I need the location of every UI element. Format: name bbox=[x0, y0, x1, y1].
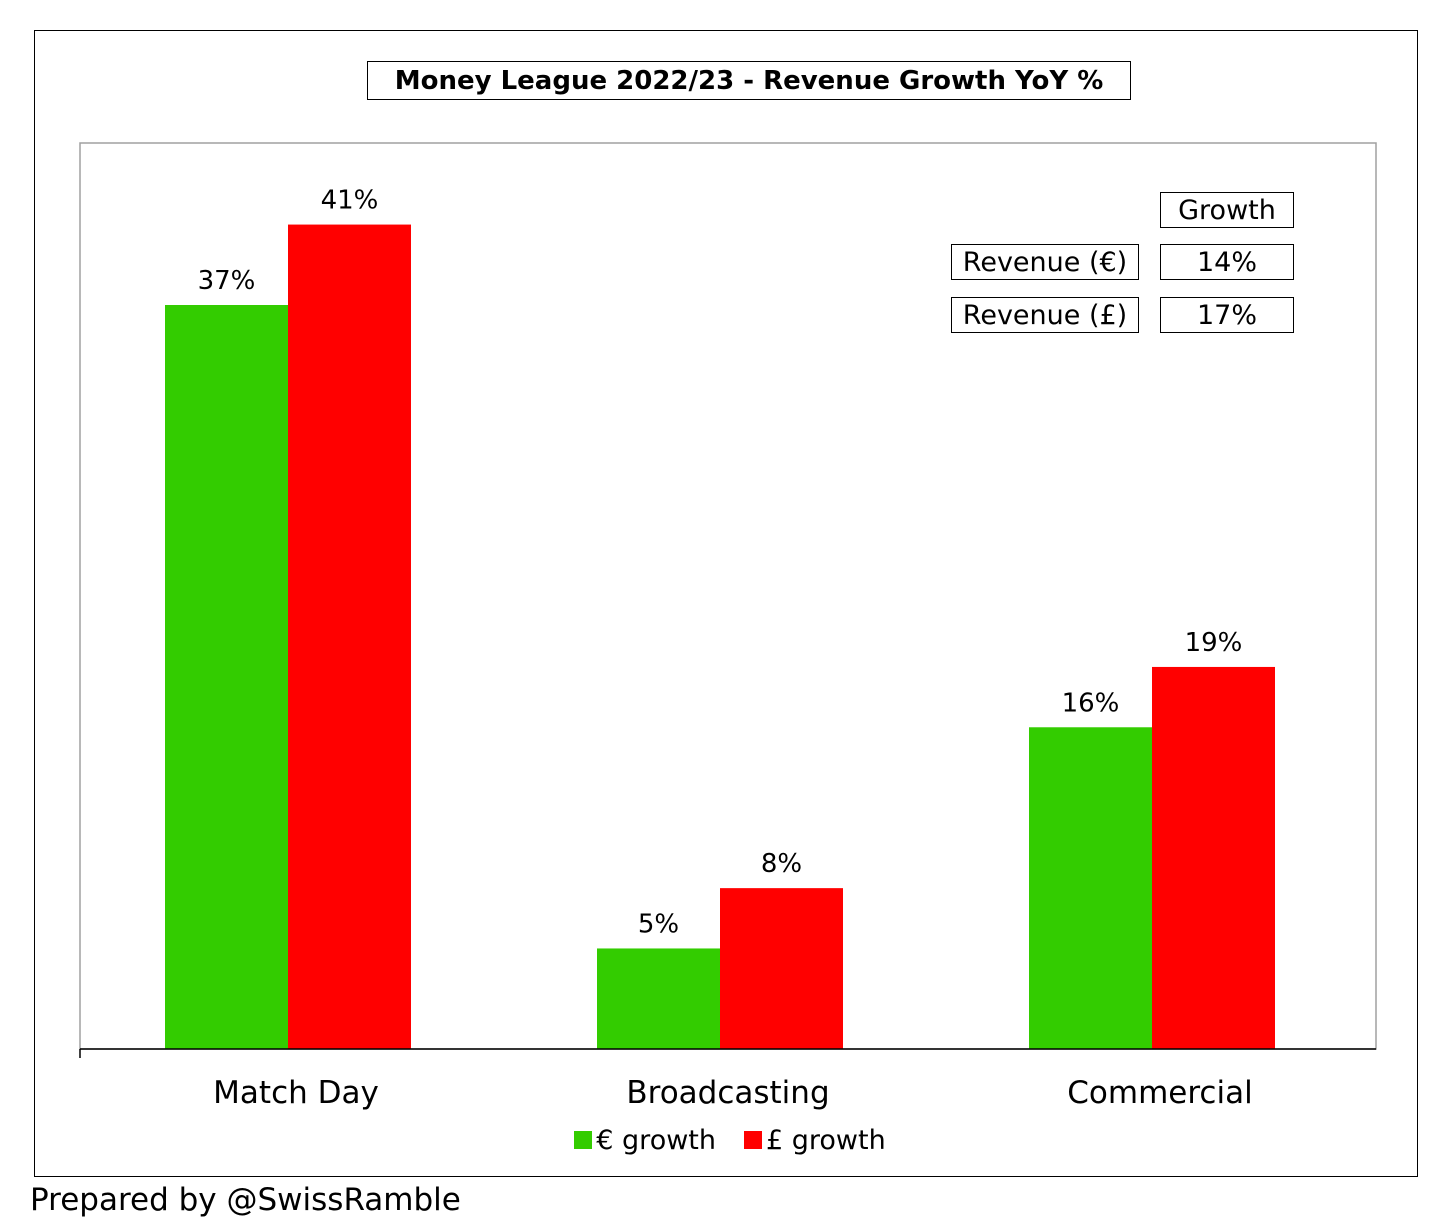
bar-match-day-0 bbox=[165, 305, 288, 1049]
legend-swatch-eur bbox=[574, 1131, 593, 1149]
x-tick-label-commercial: Commercial bbox=[1067, 1075, 1252, 1111]
data-label-broadcasting-0: 5% bbox=[638, 909, 679, 939]
data-label-commercial-1: 19% bbox=[1185, 628, 1243, 658]
bar-commercial-1 bbox=[1152, 666, 1275, 1049]
bars-group: 37% 41% Match Day 5% 8% Broadcasting 16% 19% Com… bbox=[165, 186, 1275, 1111]
data-label-match-day-1: 41% bbox=[321, 186, 379, 216]
chart-title: Money League 2022/23 - Revenue Growth Yo… bbox=[367, 61, 1131, 100]
data-label-commercial-0: 16% bbox=[1062, 688, 1120, 718]
legend-label-eur: € growth bbox=[596, 1124, 716, 1156]
legend-item-eur: € growth bbox=[574, 1125, 716, 1156]
footer-credit: Prepared by @SwissRamble bbox=[30, 1182, 461, 1218]
x-tick-label-match-day: Match Day bbox=[213, 1075, 379, 1111]
legend: € growth £ growth bbox=[560, 1122, 900, 1158]
bar-match-day-1 bbox=[288, 224, 411, 1049]
data-label-broadcasting-1: 8% bbox=[761, 849, 802, 879]
summary-header: Growth bbox=[1160, 192, 1294, 228]
summary-row-label-eur: Revenue (€) bbox=[951, 244, 1139, 280]
summary-row-value-eur: 14% bbox=[1160, 244, 1294, 280]
x-tick-label-broadcasting: Broadcasting bbox=[626, 1075, 829, 1111]
legend-label-gbp: £ growth bbox=[766, 1124, 886, 1156]
bar-commercial-0 bbox=[1029, 727, 1152, 1049]
bar-broadcasting-1 bbox=[720, 888, 843, 1049]
bar-broadcasting-0 bbox=[597, 948, 720, 1049]
data-label-match-day-0: 37% bbox=[198, 266, 256, 296]
legend-item-gbp: £ growth bbox=[744, 1125, 886, 1156]
chart-frame bbox=[34, 30, 1418, 1177]
legend-swatch-gbp bbox=[744, 1131, 762, 1149]
summary-row-label-gbp: Revenue (£) bbox=[951, 297, 1139, 333]
summary-row-value-gbp: 17% bbox=[1160, 297, 1294, 333]
